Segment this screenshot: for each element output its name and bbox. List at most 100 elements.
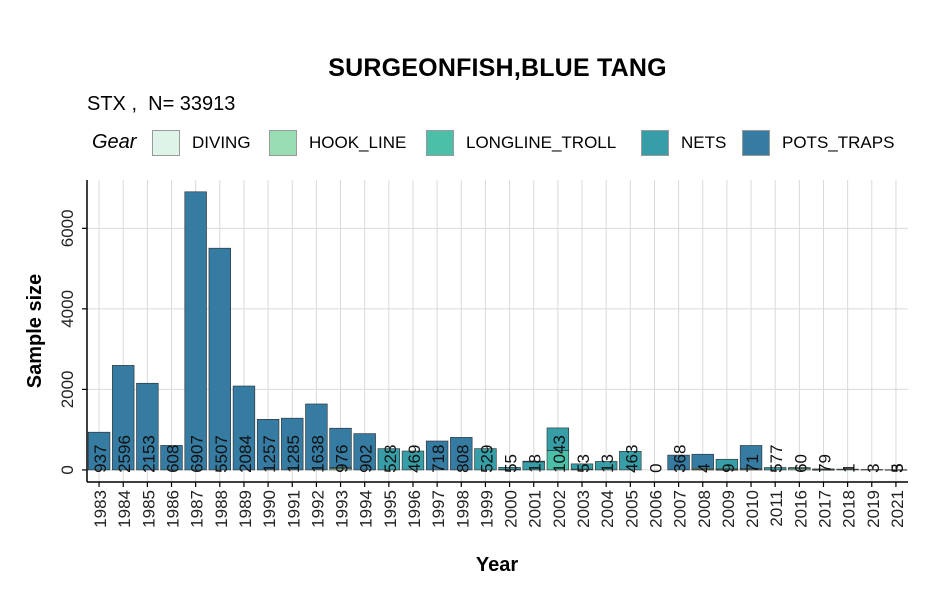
x-tick-label-1999: 1999 bbox=[477, 490, 496, 528]
bar-2001-pots-traps bbox=[522, 460, 545, 463]
bar-1984-pots-traps bbox=[112, 365, 135, 471]
data-label-19: 1043 bbox=[550, 435, 569, 473]
data-label-34: 5 bbox=[888, 463, 907, 472]
x-tick-label-2006: 2006 bbox=[646, 490, 665, 528]
bar-1990-pots-traps bbox=[256, 419, 280, 471]
x-tick-label-1996: 1996 bbox=[405, 490, 424, 528]
x-tick-label-2008: 2008 bbox=[695, 490, 714, 528]
bar-1997-pots-traps bbox=[425, 440, 449, 471]
data-label-23: 0 bbox=[646, 463, 665, 472]
bar-1994-pots-traps bbox=[353, 433, 376, 471]
bar-1988-pots-traps bbox=[208, 247, 231, 471]
y-tick-label-0: 0 bbox=[58, 465, 77, 474]
data-label-18: 18 bbox=[526, 454, 545, 473]
x-tick-label-2018: 2018 bbox=[840, 490, 859, 528]
data-label-6: 2084 bbox=[236, 435, 255, 473]
legend-label-hook-line: HOOK_LINE bbox=[309, 133, 407, 152]
x-tick-label-1987: 1987 bbox=[188, 490, 207, 528]
x-tick-label-1995: 1995 bbox=[381, 490, 400, 528]
bar-2000-nets bbox=[498, 467, 521, 470]
x-tick-label-1993: 1993 bbox=[333, 490, 352, 528]
data-label-4: 6907 bbox=[188, 435, 207, 473]
x-tick-label-1988: 1988 bbox=[212, 490, 231, 528]
x-tick-label-2005: 2005 bbox=[622, 490, 641, 528]
data-label-30: 79 bbox=[815, 454, 834, 473]
data-label-29: 60 bbox=[791, 454, 810, 473]
bar-1998-pots-traps bbox=[450, 437, 473, 471]
x-tick-label-1985: 1985 bbox=[139, 490, 158, 528]
data-label-15: 808 bbox=[453, 445, 472, 473]
x-tick-label-2019: 2019 bbox=[864, 490, 883, 528]
data-label-5: 5507 bbox=[212, 435, 231, 473]
data-label-13: 469 bbox=[405, 445, 424, 473]
x-tick-label-2017: 2017 bbox=[815, 490, 834, 528]
data-label-9: 1638 bbox=[308, 435, 327, 473]
bar-2021-nets bbox=[884, 469, 908, 471]
x-tick-label-2021: 2021 bbox=[888, 490, 907, 528]
x-tick-label-1998: 1998 bbox=[453, 490, 472, 528]
data-label-22: 463 bbox=[622, 445, 641, 473]
bar-1985-pots-traps bbox=[136, 382, 159, 471]
x-tick-label-2004: 2004 bbox=[598, 490, 617, 528]
legend-label-nets: NETS bbox=[681, 133, 727, 152]
bar-2011-nets bbox=[764, 467, 787, 471]
bar-2018-nets bbox=[836, 468, 859, 471]
legend-label-longline-troll: LONGLINE_TROLL bbox=[466, 133, 617, 152]
data-label-2: 2153 bbox=[139, 435, 158, 473]
x-tick-label-1994: 1994 bbox=[357, 490, 376, 528]
bar-1996-nets bbox=[401, 450, 425, 471]
bar-2010-pots-traps bbox=[739, 445, 763, 470]
legend-key-nets bbox=[641, 130, 669, 156]
data-label-21: 13 bbox=[598, 454, 617, 473]
x-tick-label-2011: 2011 bbox=[767, 490, 786, 527]
y-tick-label-2: 4000 bbox=[58, 290, 77, 328]
data-labels: 937 2596 2153 608 6907 5507 2084 1257 1285 1638 97… bbox=[91, 435, 907, 473]
data-label-24: 368 bbox=[671, 445, 690, 473]
data-label-8: 1285 bbox=[284, 435, 303, 473]
bar-1995-nets bbox=[377, 448, 401, 471]
data-label-0: 937 bbox=[91, 445, 110, 473]
x-tick-label-2001: 2001 bbox=[526, 490, 545, 528]
x-tick-label-1989: 1989 bbox=[236, 490, 255, 528]
bars bbox=[87, 191, 908, 471]
data-label-1: 2596 bbox=[115, 435, 134, 473]
legend-key-pots-traps bbox=[742, 130, 770, 156]
x-tick-label-2010: 2010 bbox=[743, 490, 762, 528]
legend-key-hook-line bbox=[269, 130, 297, 156]
y-tick-label-1: 2000 bbox=[58, 370, 77, 408]
legend-title: Gear bbox=[92, 131, 137, 153]
data-label-12: 528 bbox=[381, 445, 400, 473]
data-label-11: 902 bbox=[357, 445, 376, 473]
bar-1989-pots-traps bbox=[232, 385, 256, 471]
data-label-7: 1257 bbox=[260, 435, 279, 473]
bar-2004-nets bbox=[594, 461, 618, 471]
data-label-33: 3 bbox=[888, 463, 907, 472]
x-tick-label-1990: 1990 bbox=[260, 490, 279, 528]
y-axis-label: Sample size bbox=[24, 274, 46, 389]
data-label-31: 1 bbox=[840, 463, 859, 472]
data-label-16: 529 bbox=[477, 445, 496, 473]
x-tick-label-1991: 1991 bbox=[284, 490, 303, 528]
bar-1993-pots-traps bbox=[329, 427, 352, 468]
chart-title: SURGEONFISH,BLUE TANG bbox=[328, 54, 667, 82]
x-tick-label-1992: 1992 bbox=[308, 490, 327, 528]
bar-1986-pots-traps bbox=[160, 445, 183, 471]
legend-key-diving bbox=[152, 130, 180, 156]
chart-subtitle: STX , N= 33913 bbox=[87, 93, 236, 115]
y-tick-label-3: 6000 bbox=[58, 209, 77, 247]
bar-1999-nets bbox=[474, 448, 497, 471]
bar-2008-pots-traps bbox=[691, 453, 714, 469]
data-label-27: 71 bbox=[743, 454, 762, 473]
bar-1983-pots-traps bbox=[87, 431, 111, 471]
legend-label-pots-traps: POTS_TRAPS bbox=[782, 133, 895, 152]
data-label-25: 4 bbox=[695, 463, 714, 472]
x-tick-label-2016: 2016 bbox=[791, 490, 810, 528]
x-tick-label-1986: 1986 bbox=[164, 490, 183, 528]
x-axis-label: Year bbox=[476, 554, 518, 576]
x-tick-label-1984: 1984 bbox=[115, 490, 134, 528]
x-tick-label-2003: 2003 bbox=[574, 490, 593, 528]
x-tick-label-2007: 2007 bbox=[671, 490, 690, 528]
bar-1987-pots-traps bbox=[184, 191, 207, 471]
